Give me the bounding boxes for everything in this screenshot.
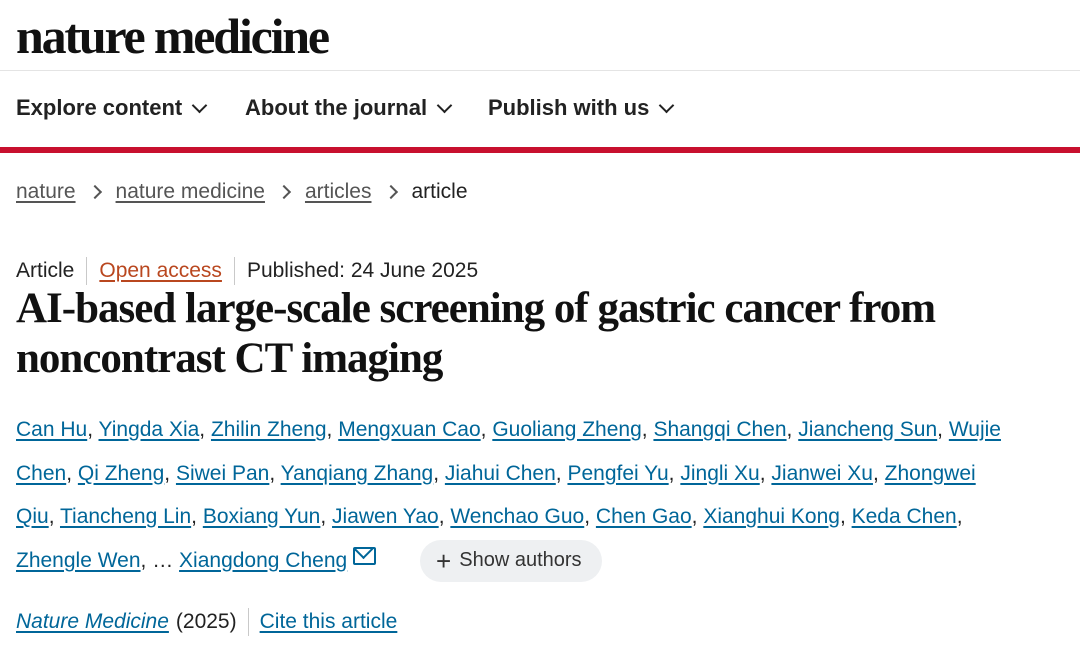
chevron-down-icon	[659, 97, 675, 113]
nav-about-journal[interactable]: About the journal	[245, 95, 453, 121]
author-link[interactable]: Tiancheng Lin	[59, 505, 192, 528]
author-link[interactable]: Zhongwei Qiu	[16, 461, 976, 529]
nav-label: About the journal	[245, 95, 428, 120]
show-authors-label: Show authors	[459, 549, 582, 572]
published-date: Published: 24 June 2025	[246, 259, 479, 282]
chevron-right-icon	[87, 184, 102, 200]
author-link[interactable]: Shangqi Chen	[653, 418, 787, 441]
author-link[interactable]: Yanqiang Zhang	[280, 461, 434, 485]
mail-icon[interactable]	[353, 546, 377, 565]
nav-explore-content[interactable]: Explore content	[16, 95, 208, 121]
plus-icon: +	[436, 545, 452, 576]
author-link[interactable]: Jiawen Yao	[332, 505, 439, 528]
nav-publish-with-us[interactable]: Publish with us	[488, 95, 675, 121]
breadcrumb-nature[interactable]: nature	[16, 180, 76, 203]
divider	[233, 257, 235, 285]
author-link[interactable]: Jiahui Chen	[444, 461, 556, 485]
author-link[interactable]: Jiancheng Sun	[798, 418, 938, 441]
divider	[86, 257, 88, 285]
author-link[interactable]: Boxiang Yun	[202, 505, 321, 528]
divider	[247, 608, 249, 636]
author-link[interactable]: Zhengle Wen	[16, 548, 141, 572]
author-list: Can Hu, Yingda Xia, Zhilin Zheng, Mengxu…	[16, 408, 1016, 582]
author-link[interactable]: Yingda Xia	[98, 418, 200, 441]
author-link[interactable]: Pengfei Yu	[567, 461, 669, 485]
journal-logo[interactable]: nature medicine	[16, 8, 330, 64]
journal-link[interactable]: Nature Medicine	[16, 610, 169, 633]
chevron-right-icon	[276, 184, 292, 200]
author-link[interactable]: Wujie Chen	[16, 418, 1001, 485]
author-link[interactable]: Jingli Xu	[680, 461, 760, 485]
publication-year: (2025)	[175, 610, 237, 633]
breadcrumb-articles[interactable]: articles	[304, 180, 372, 203]
citation-bar: Nature Medicine (2025) Cite this article	[16, 608, 397, 636]
nav-label: Publish with us	[488, 95, 650, 120]
author-link[interactable]: Zhilin Zheng	[210, 418, 327, 441]
breadcrumb-nature-medicine[interactable]: nature medicine	[115, 180, 265, 203]
author-link[interactable]: Xianghui Kong	[703, 505, 840, 528]
article-type: Article	[16, 259, 75, 282]
chevron-down-icon	[436, 97, 453, 113]
author-corresponding[interactable]: Xiangdong Cheng	[179, 548, 348, 572]
breadcrumb: nature nature medicine articles article	[16, 180, 468, 204]
author-link[interactable]: Keda Chen	[851, 505, 957, 528]
site-header: nature medicine	[0, 0, 1080, 71]
article-title: AI-based large-scale screening of gastri…	[16, 285, 936, 382]
author-link[interactable]: Can Hu	[16, 418, 88, 441]
nav-label: Explore content	[16, 95, 183, 120]
article-meta: Article Open access Published: 24 June 2…	[16, 257, 478, 285]
open-access-link[interactable]: Open access	[99, 259, 222, 282]
main-nav: Explore content About the journal Publis…	[0, 71, 1080, 153]
author-link[interactable]: Jianwei Xu	[771, 461, 873, 485]
author-link[interactable]: Siwei Pan	[175, 461, 270, 485]
author-link[interactable]: Qi Zheng	[77, 461, 165, 485]
author-link[interactable]: Guoliang Zheng	[492, 418, 642, 441]
cite-this-article-link[interactable]: Cite this article	[259, 610, 398, 633]
author-links: Can Hu, Yingda Xia, Zhilin Zheng, Mengxu…	[16, 418, 1001, 572]
breadcrumb-current: article	[411, 180, 468, 203]
author-link[interactable]: Chen Gao	[595, 505, 692, 528]
author-link[interactable]: Wenchao Guo	[450, 505, 585, 528]
chevron-down-icon	[191, 97, 208, 113]
show-authors-button[interactable]: + Show authors	[420, 539, 602, 582]
chevron-right-icon	[383, 184, 398, 200]
author-ellipsis: …	[152, 548, 174, 572]
author-link[interactable]: Mengxuan Cao	[338, 418, 481, 441]
